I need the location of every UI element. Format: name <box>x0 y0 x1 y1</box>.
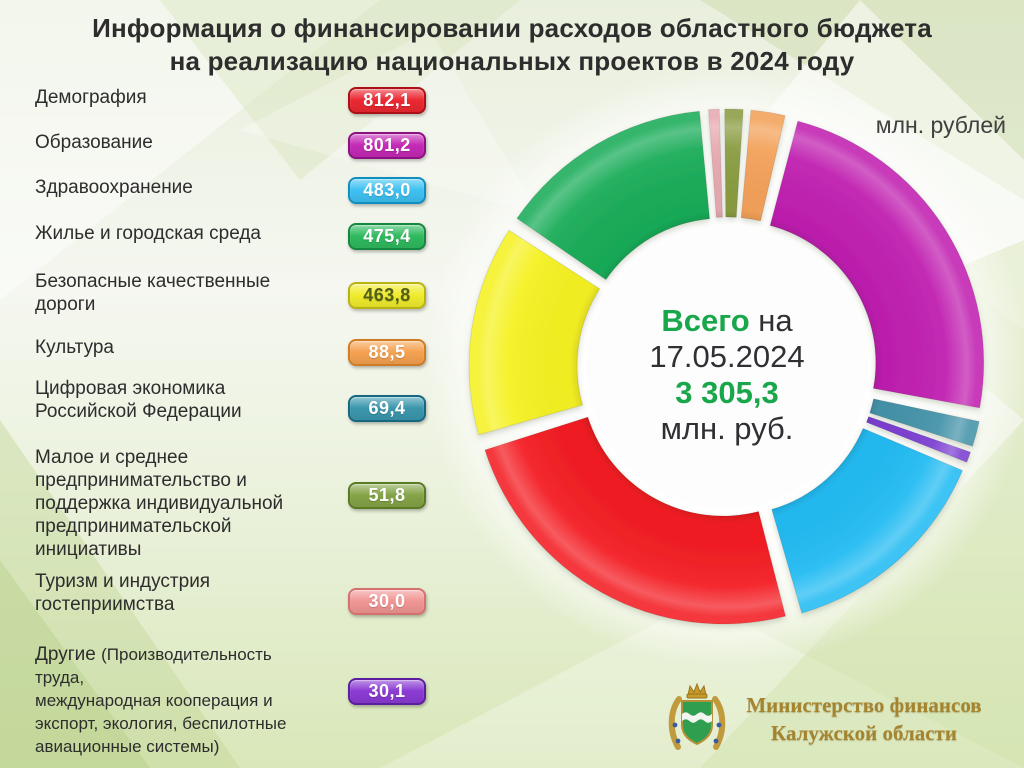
total-word: Всего <box>661 303 750 338</box>
value-badge: 69,4 <box>348 395 426 422</box>
wreath <box>668 696 726 750</box>
ministry-name: Министерство финансов Калужской области <box>726 691 1002 747</box>
total-word-rest: на <box>749 303 793 338</box>
value-badge: 30,0 <box>348 588 426 615</box>
value-badge: 475,4 <box>348 223 426 250</box>
donut-hole <box>586 226 868 508</box>
legend-label-note: (Производительность труда, международная… <box>35 645 287 756</box>
donut-slice-shading <box>708 109 723 218</box>
legend-label: Демография <box>35 87 147 108</box>
value-badge: 801,2 <box>348 132 426 159</box>
total-value: 3 305,3 <box>675 375 779 410</box>
total-units: млн. руб. <box>660 411 794 446</box>
donut-slice-shading <box>516 111 710 280</box>
donut-slice-shading <box>484 417 786 625</box>
value-badge: 812,1 <box>348 87 426 114</box>
legend-label: Безопасные качественные дороги <box>35 271 271 315</box>
legend-label: Здравоохранение <box>35 177 193 198</box>
units-label: млн. рублей <box>875 112 1006 138</box>
total-date: 17.05.2024 <box>649 339 805 374</box>
legend-label: Малое и среднее предпринимательство и по… <box>35 447 284 560</box>
shield <box>681 700 713 746</box>
crown <box>686 682 708 699</box>
page-title-line1: Информация о финансировании расходов обл… <box>92 13 932 43</box>
legend-label: Цифровая экономика Российской Федерации <box>35 378 242 422</box>
donut-slice-shading <box>771 428 963 614</box>
legend-label: Туризм и индустрия гостеприимства <box>35 571 211 615</box>
donut-slice-shading <box>869 398 980 447</box>
legend: Демография 812,1 Образование 801,2 Здравоохр… <box>0 0 450 768</box>
donut-slice-shading <box>469 230 600 435</box>
legend-label: Культура <box>35 337 114 358</box>
kaluga-coat-of-arms <box>668 682 726 750</box>
total-line: Всего на <box>527 303 927 339</box>
donut-slice-shading <box>866 416 971 463</box>
donut-slice-shading <box>770 121 984 408</box>
ministry-name-line2: Калужской области <box>771 721 957 745</box>
value-badge: 463,8 <box>348 282 426 309</box>
chart-center-total: Всего на 17.05.2024 3 305,3 млн. руб. <box>527 303 927 447</box>
legend-label: Образование <box>35 132 153 153</box>
legend-label: Другие (Производительность труда, междун… <box>35 644 287 756</box>
value-badge: 30,1 <box>348 678 426 705</box>
donut-chart <box>468 108 985 625</box>
legend-label: Жилье и городская среда <box>35 223 261 244</box>
donut-slice-shading <box>741 110 786 221</box>
value-badge: 483,0 <box>348 177 426 204</box>
donut-slice-shading <box>724 109 744 218</box>
ministry-name-line1: Министерство финансов <box>746 693 982 717</box>
shield-wavy-band <box>682 712 712 723</box>
value-badge: 51,8 <box>348 482 426 509</box>
value-badge: 88,5 <box>348 339 426 366</box>
